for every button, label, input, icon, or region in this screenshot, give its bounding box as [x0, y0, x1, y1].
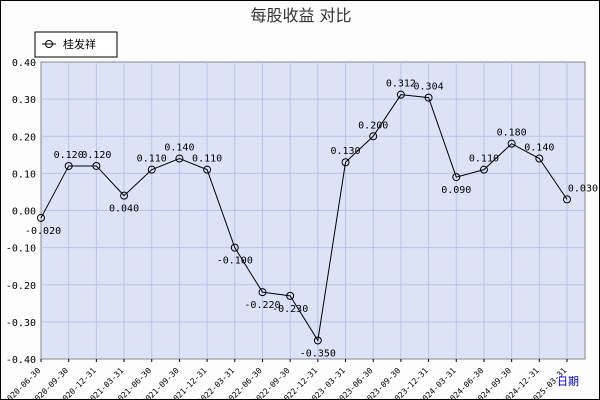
data-point — [396, 90, 405, 99]
data-label: 0.090 — [441, 185, 471, 196]
data-label: 0.130 — [330, 146, 360, 157]
data-label: -0.350 — [300, 348, 336, 359]
data-point — [452, 173, 461, 182]
y-tick-label: -0.40 — [6, 355, 36, 366]
data-label: -0.020 — [25, 226, 61, 237]
y-tick-label: 0.40 — [12, 58, 36, 69]
data-label: 0.110 — [137, 154, 167, 165]
y-tick-label: -0.30 — [6, 318, 36, 329]
data-label: 0.120 — [81, 150, 111, 161]
y-tick-label: 0.00 — [12, 207, 36, 218]
legend-marker-icon — [45, 40, 53, 48]
data-point — [120, 191, 129, 200]
legend-box — [34, 31, 118, 58]
data-point — [479, 165, 488, 174]
data-point — [203, 165, 212, 174]
data-point — [424, 93, 433, 102]
data-point — [507, 139, 516, 148]
data-label: 0.312 — [386, 79, 416, 90]
data-label: 0.110 — [469, 154, 499, 165]
data-label: 0.180 — [497, 128, 527, 139]
data-point — [286, 291, 295, 300]
y-tick-label: 0.10 — [12, 169, 36, 180]
data-point — [535, 154, 544, 163]
data-label: 0.030 — [568, 183, 598, 194]
x-axis-label: 日期 — [557, 375, 579, 388]
data-point — [147, 165, 156, 174]
data-point — [230, 243, 239, 252]
data-point — [37, 213, 45, 222]
data-label: -0.220 — [244, 300, 280, 311]
y-tick-label: -0.20 — [6, 281, 36, 292]
data-label: -0.100 — [217, 256, 253, 267]
data-label: 0.140 — [164, 143, 194, 154]
y-tick-label: 0.20 — [12, 132, 36, 143]
data-label: 0.120 — [54, 150, 84, 161]
data-point — [369, 132, 378, 141]
data-label: 0.140 — [524, 143, 554, 154]
legend: 桂发祥 — [34, 31, 118, 58]
data-point — [175, 154, 184, 163]
series-line — [40, 94, 568, 342]
data-point — [92, 161, 101, 170]
data-point — [258, 288, 267, 297]
data-label: 0.110 — [192, 154, 222, 165]
data-point — [64, 161, 73, 170]
data-label: 0.200 — [358, 120, 388, 131]
data-label: 0.304 — [414, 82, 444, 93]
data-point — [341, 158, 350, 167]
data-point — [563, 195, 572, 204]
data-label: 0.040 — [109, 204, 139, 215]
data-point — [313, 336, 322, 345]
y-tick-label: -0.10 — [6, 244, 36, 255]
chart-title: 每股收益 对比 — [250, 6, 351, 25]
legend-entry: 桂发祥 — [63, 37, 96, 51]
y-tick-label: 0.30 — [12, 95, 36, 106]
data-label: -0.230 — [272, 304, 308, 315]
